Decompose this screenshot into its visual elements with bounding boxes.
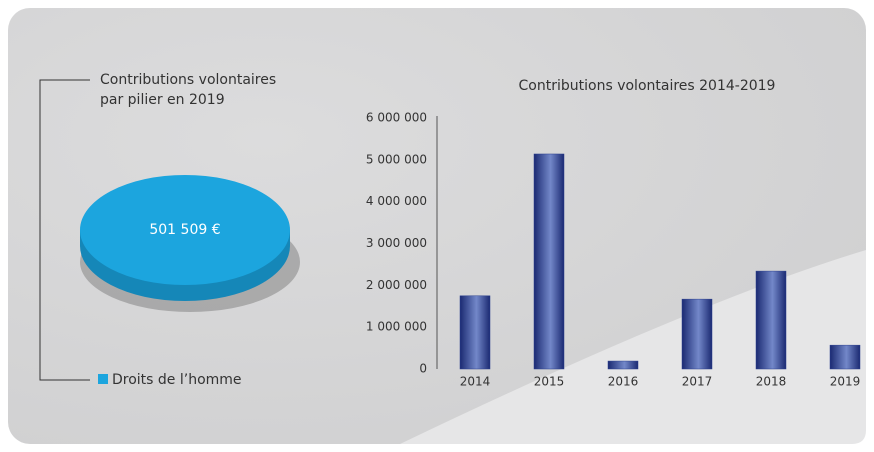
- x-tick-label: 2015: [534, 375, 565, 389]
- y-tick-label: 1 000 000: [366, 320, 427, 334]
- bar: [459, 295, 491, 370]
- x-tick-label: 2017: [682, 375, 713, 389]
- y-tick-label: 6 000 000: [366, 111, 427, 125]
- bar: [533, 153, 565, 370]
- value-label: 501 509 €: [149, 222, 220, 238]
- pie-title: Contributions volontaires: [100, 72, 276, 88]
- chart-title: Contributions volontaires 2014-2019: [519, 78, 776, 94]
- legend-swatch: [98, 374, 108, 384]
- y-tick-label: 2 000 000: [366, 278, 427, 292]
- y-tick-label: 4 000 000: [366, 194, 427, 208]
- swoosh: [400, 250, 866, 444]
- bracket: [39, 79, 90, 381]
- pie-title: par pilier en 2019: [100, 92, 225, 108]
- bar: [607, 360, 639, 370]
- x-tick-label: 2019: [830, 375, 861, 389]
- x-tick-label: 2018: [756, 375, 787, 389]
- y-tick-label: 0: [419, 362, 427, 376]
- y-tick-label: 3 000 000: [366, 236, 427, 250]
- legend-label: Droits de l’homme: [112, 372, 242, 388]
- y-tick-label: 5 000 000: [366, 152, 427, 166]
- x-tick-label: 2016: [608, 375, 639, 389]
- bar: [829, 344, 861, 370]
- bar: [755, 270, 787, 370]
- x-tick-label: 2014: [460, 375, 491, 389]
- pie-slice: [80, 175, 290, 285]
- bar: [681, 298, 713, 370]
